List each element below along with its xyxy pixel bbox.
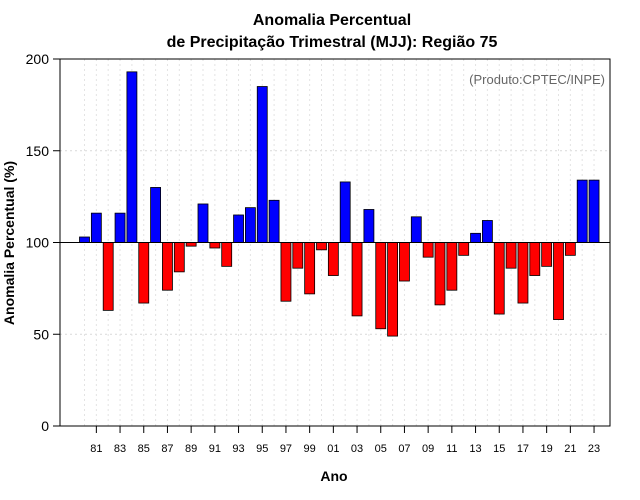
x-tick-label: 85	[138, 443, 150, 455]
bar-11	[446, 242, 458, 291]
x-tick-label: 03	[351, 443, 363, 455]
bar-96	[268, 199, 280, 243]
y-tick-label: 100	[26, 235, 50, 251]
bar-06	[387, 242, 399, 337]
bar-17	[517, 242, 529, 304]
bar-19	[541, 242, 553, 267]
bar-22	[576, 179, 588, 243]
bar-88	[173, 242, 185, 273]
bar-04	[363, 209, 375, 243]
y-tick-label: 150	[26, 143, 50, 159]
x-tick-label: 97	[280, 443, 292, 455]
bar-01	[327, 242, 339, 276]
x-tick-label: 87	[161, 443, 173, 455]
bar-82	[102, 242, 114, 311]
x-tick-label: 99	[304, 443, 316, 455]
bar-12	[458, 242, 470, 256]
grid	[60, 59, 610, 426]
bar-86	[150, 187, 162, 243]
bar-97	[280, 242, 292, 302]
y-axis-label: Anomalia Percentual (%)	[1, 161, 17, 325]
x-tick-label: 81	[90, 443, 102, 455]
x-tick-label: 05	[375, 443, 387, 455]
credit-text: (Produto:CPTEC/INPE)	[469, 72, 605, 87]
bar-81	[90, 212, 102, 243]
bar-05	[375, 242, 387, 330]
x-tick-label: 89	[185, 443, 197, 455]
bar-07	[399, 242, 410, 282]
bar-10	[434, 242, 446, 306]
bar-95	[256, 86, 268, 243]
y-tick-label: 50	[33, 326, 49, 342]
x-axis-label: Ano	[320, 468, 347, 484]
x-tick-label: 83	[114, 443, 126, 455]
bar-14	[481, 220, 493, 243]
x-axis: 81 83 85 87 89 91 93 95 97 99 01 03 05 07 09 11 13 15 17 19…	[90, 426, 600, 455]
bar-13	[470, 232, 481, 243]
bar-23	[588, 179, 600, 243]
bar-09	[422, 242, 434, 258]
x-tick-label: 93	[232, 443, 244, 455]
bar-15	[493, 242, 505, 315]
bar-93	[233, 214, 244, 243]
bar-94	[244, 207, 256, 243]
bar-08	[410, 216, 422, 243]
x-tick-label: 11	[446, 443, 457, 455]
x-tick-label: 13	[469, 443, 481, 455]
bar-87	[162, 242, 173, 291]
y-tick-label: 0	[41, 418, 49, 434]
bar-83	[114, 212, 126, 243]
bar-16	[505, 242, 517, 269]
bar-99	[304, 242, 316, 295]
x-tick-label: 19	[541, 443, 553, 455]
bars	[79, 71, 600, 337]
bar-00	[316, 242, 327, 251]
bar-84	[126, 71, 138, 243]
x-tick-label: 95	[256, 443, 268, 455]
bar-18	[529, 242, 541, 276]
x-tick-label: 17	[517, 443, 529, 455]
bar-80	[79, 236, 90, 243]
bar-20	[553, 242, 564, 320]
bar-89	[185, 242, 197, 247]
chart-title-line1: Anomalia Percentual	[253, 12, 411, 29]
x-tick-label: 91	[209, 443, 221, 455]
y-axis: 0 50 100 150 200	[26, 51, 60, 434]
x-tick-label: 01	[327, 443, 339, 455]
bar-92	[221, 242, 233, 267]
bar-90	[197, 203, 209, 243]
bar-21	[564, 242, 576, 256]
bar-91	[209, 242, 221, 249]
bar-98	[292, 242, 304, 269]
x-tick-label: 15	[493, 443, 505, 455]
bar-85	[138, 242, 150, 304]
x-tick-label: 21	[564, 443, 576, 455]
x-tick-label: 07	[398, 443, 410, 455]
x-tick-label: 09	[422, 443, 434, 455]
y-tick-label: 200	[26, 51, 50, 67]
x-tick-label: 23	[588, 443, 600, 455]
bar-02	[339, 181, 351, 243]
bar-03	[351, 242, 363, 317]
chart-title-line2: de Precipitação Trimestral (MJJ): Região…	[167, 34, 498, 51]
